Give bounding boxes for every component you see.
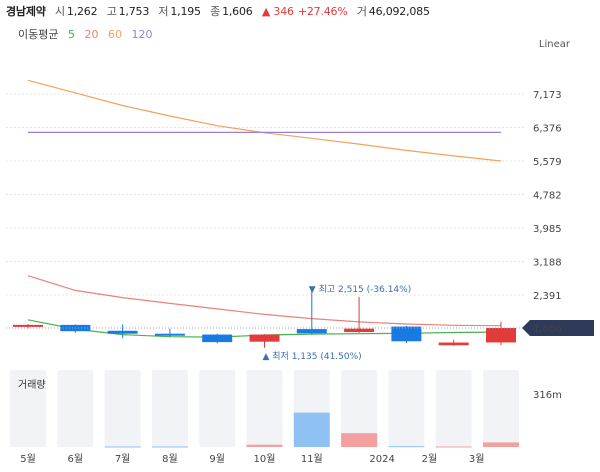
open-label: 시 bbox=[54, 5, 65, 18]
volume-bar-background bbox=[199, 370, 236, 447]
max-price-annotation: ▼ 최고 2,515 (-36.14%) bbox=[309, 284, 411, 295]
volume-bar-background bbox=[341, 370, 378, 447]
volume-bar bbox=[293, 412, 330, 447]
ma-legend-label: 이동평균 bbox=[18, 28, 59, 41]
high-label: 고 bbox=[106, 5, 117, 18]
min-price-annotation: ▲ 최저 1,135 (41.50%) bbox=[263, 351, 362, 362]
volume-tick-label: 316m bbox=[533, 390, 562, 401]
ma-legend-20[interactable]: 20 bbox=[84, 28, 99, 41]
quote-header: 경남제약 시 1,262 고 1,753 저 1,195 종 1,606 ▲ 346 +2… bbox=[6, 3, 436, 19]
y-tick-label: 3,985 bbox=[533, 224, 562, 235]
high-value: 1,753 bbox=[118, 5, 150, 18]
candle-body bbox=[438, 342, 469, 346]
candle-body bbox=[13, 324, 43, 327]
change-percent: +27.46% bbox=[297, 5, 348, 18]
scale-mode-toggle[interactable]: Linear bbox=[538, 39, 570, 50]
x-axis-label: 2월 bbox=[422, 453, 438, 465]
y-tick-label: 4,782 bbox=[533, 191, 562, 202]
volume-bar-background bbox=[151, 370, 188, 447]
volume-bar bbox=[483, 442, 519, 447]
x-axis-label: 5월 bbox=[20, 453, 36, 465]
moving-average-legend: 이동평균 5 20 60 120 bbox=[18, 26, 158, 42]
volume-bar-background bbox=[104, 370, 141, 447]
x-axis-label: 10월 bbox=[254, 453, 276, 465]
low-value: 1,195 bbox=[170, 5, 201, 18]
ma-legend-60[interactable]: 60 bbox=[107, 28, 122, 41]
candle-body bbox=[486, 327, 516, 343]
x-axis-label: 8월 bbox=[162, 453, 178, 465]
volume-bar bbox=[435, 446, 472, 448]
volume-bar-background bbox=[388, 370, 425, 447]
stock-name: 경남제약 bbox=[6, 5, 46, 18]
candle-body bbox=[391, 326, 422, 342]
candle-body bbox=[107, 330, 138, 334]
volume-panel-label: 거래량 bbox=[18, 380, 46, 391]
candle-body bbox=[296, 329, 327, 334]
y-tick-label: 6,376 bbox=[533, 124, 562, 135]
candle-body bbox=[202, 334, 233, 343]
candle-body bbox=[154, 333, 185, 336]
ma-line-60 bbox=[27, 79, 502, 162]
volume-bar-background bbox=[10, 370, 46, 447]
change-value: ▲ 346 bbox=[261, 5, 294, 18]
x-axis-label: 6월 bbox=[68, 453, 84, 465]
x-axis-label: 2024 bbox=[369, 454, 394, 465]
x-axis-label: 3월 bbox=[469, 453, 485, 465]
volume-bar bbox=[341, 433, 378, 447]
y-tick-label: 2,391 bbox=[533, 291, 562, 302]
candle-body bbox=[249, 334, 280, 342]
volume-bar bbox=[388, 446, 425, 448]
close-label: 종 bbox=[210, 5, 221, 18]
ma-line-20 bbox=[27, 275, 502, 327]
current-price-label: 1,606 bbox=[533, 324, 562, 335]
y-tick-label: 5,579 bbox=[533, 157, 562, 168]
volume-bar bbox=[104, 446, 141, 448]
current-price-tag bbox=[522, 319, 594, 336]
volume-bar-background bbox=[483, 370, 519, 447]
ma-legend-120[interactable]: 120 bbox=[131, 28, 153, 41]
open-value: 1,262 bbox=[66, 5, 98, 18]
volume-bar bbox=[151, 446, 188, 448]
ma-legend-5[interactable]: 5 bbox=[67, 28, 75, 41]
volume-bar-background bbox=[435, 370, 472, 447]
volume-bar-background bbox=[246, 370, 283, 447]
candle-body bbox=[344, 328, 375, 333]
volume-bar-background bbox=[57, 370, 94, 447]
close-value: 1,606 bbox=[222, 5, 253, 18]
y-tick-label: 3,188 bbox=[533, 258, 562, 269]
volume-label: 거 bbox=[356, 5, 367, 18]
x-axis-label: 11월 bbox=[301, 453, 323, 465]
x-axis-label: 9월 bbox=[209, 453, 225, 465]
low-label: 저 bbox=[158, 5, 169, 18]
volume-bar bbox=[246, 444, 283, 447]
y-tick-label: 7,173 bbox=[533, 90, 562, 101]
volume-value: 46,092,085 bbox=[368, 5, 430, 18]
x-axis-label: 7월 bbox=[115, 453, 131, 465]
